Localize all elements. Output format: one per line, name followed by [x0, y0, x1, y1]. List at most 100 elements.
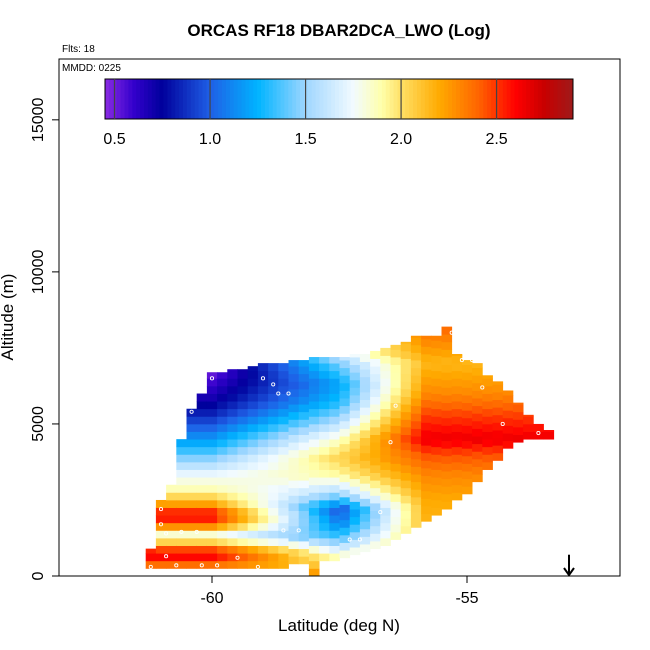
heatmap-cell [461, 417, 473, 426]
heatmap-cell [217, 454, 228, 463]
heatmap-cell [196, 537, 208, 546]
heatmap-cell [217, 431, 228, 440]
heatmap-cell [319, 530, 330, 539]
heatmap-cell [359, 445, 371, 454]
heatmap-cell [196, 560, 208, 569]
heatmap-cell [482, 416, 493, 425]
heatmap-cell [441, 493, 453, 502]
heatmap-cell [288, 388, 300, 397]
heatmap-cell [451, 353, 463, 356]
sample-point [158, 522, 164, 527]
colorbar-segment [506, 79, 512, 119]
colorbar-tick-label: 2.5 [485, 131, 507, 148]
heatmap-cell [278, 401, 289, 410]
heatmap-cell [227, 507, 238, 516]
heatmap-cell [400, 495, 412, 504]
heatmap-cell [431, 477, 442, 486]
heatmap-cell [247, 461, 259, 470]
heatmap-cell [247, 446, 259, 455]
heatmap-cell [308, 408, 320, 417]
colorbar-segment [366, 79, 371, 119]
heatmap-cell [359, 384, 371, 393]
heatmap-cell [166, 537, 177, 546]
colorbar-segment [163, 79, 168, 119]
heatmap-cell [257, 393, 269, 402]
heatmap-cell [370, 381, 381, 390]
heatmap-cell [268, 370, 279, 379]
heatmap-cell [278, 492, 289, 501]
heatmap-cell [278, 499, 289, 508]
colorbar-segment [471, 79, 476, 119]
heatmap-cell [380, 507, 391, 516]
colorbar-segment [327, 79, 332, 119]
heatmap-cell [492, 381, 504, 385]
heatmap-cell [166, 545, 177, 554]
heatmap-cell [298, 434, 310, 443]
heatmap-cell [288, 360, 300, 367]
heatmap-cell [247, 553, 259, 562]
heatmap-cell [257, 530, 269, 539]
heatmap-cell [186, 408, 198, 417]
colorbar-segment [147, 79, 153, 119]
heatmap-cell [319, 507, 330, 516]
heatmap-cell [461, 455, 473, 464]
heatmap-cell [431, 355, 442, 364]
heatmap-cell [421, 445, 432, 454]
heatmap-cell [390, 501, 402, 510]
heatmap-cell [502, 390, 514, 396]
heatmap-cell [268, 461, 279, 470]
colorbar-segment [440, 79, 445, 119]
heatmap-cell [349, 417, 361, 426]
colorbar-segment [522, 79, 527, 119]
heatmap-cell [523, 414, 534, 417]
heatmap-cell [359, 376, 371, 385]
colorbar-segment [105, 79, 110, 119]
heatmap-cell [339, 420, 351, 429]
heatmap-cell [288, 487, 300, 496]
heatmap-cell [339, 496, 351, 505]
heatmap-cell [196, 439, 208, 448]
colorbar-segment [417, 79, 422, 119]
heatmap-cell [492, 445, 504, 454]
heatmap-cell [308, 357, 320, 364]
heatmap-cell [298, 503, 310, 512]
heatmap-cell [421, 475, 432, 484]
heatmap-cell [257, 545, 269, 554]
heatmap-cell [380, 484, 391, 493]
heatmap-cell [370, 396, 381, 405]
heatmap-cell [319, 515, 330, 524]
heatmap-cell [359, 498, 371, 507]
heatmap-cell [390, 486, 402, 495]
heatmap-cell [186, 416, 198, 425]
heatmap-cell [380, 393, 391, 402]
heatmap-cell [472, 363, 483, 369]
sample-point [480, 385, 485, 390]
heatmap-cell [441, 402, 453, 411]
heatmap-cell [196, 484, 208, 493]
heatmap-cell [492, 422, 504, 431]
heatmap-cell [268, 537, 279, 546]
heatmap-cell [410, 382, 422, 391]
heatmap-cell [380, 530, 391, 539]
heatmap-cell [308, 378, 320, 387]
colorbar-segment [222, 79, 227, 119]
heatmap-cell [257, 401, 269, 410]
sample-point [199, 563, 204, 568]
heatmap-cell [217, 469, 228, 478]
heatmap-cell [349, 471, 361, 480]
heatmap-cell [390, 387, 402, 396]
sample-point [500, 421, 505, 426]
heatmap-cell [298, 465, 310, 473]
heatmap-cell [370, 366, 381, 375]
heatmap-cell [400, 396, 412, 405]
heatmap-cell [247, 454, 259, 463]
heatmap-cell [319, 492, 330, 501]
colorbar-segment [288, 79, 293, 119]
heatmap-cell [349, 402, 361, 411]
heatmap-cell [196, 454, 208, 463]
heatmap-cell [543, 431, 555, 440]
heatmap-cell [359, 353, 371, 362]
heatmap-cell [278, 439, 289, 448]
heatmap-cell [257, 553, 269, 562]
heatmap-cell [329, 408, 340, 417]
